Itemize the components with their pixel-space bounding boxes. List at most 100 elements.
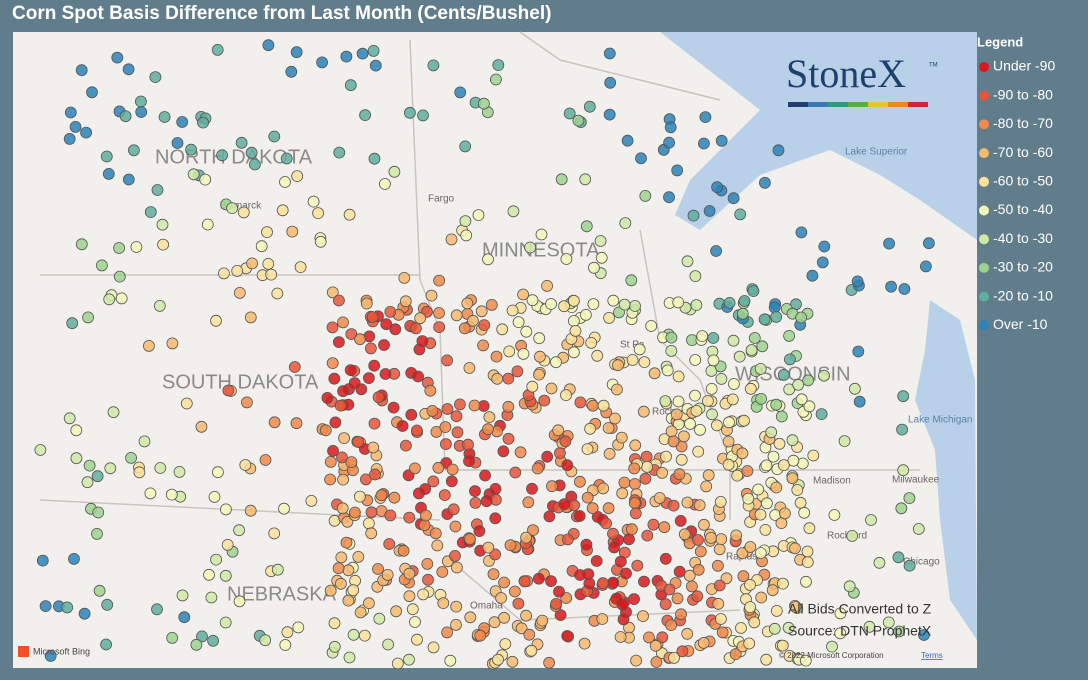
bid-dot <box>439 421 452 434</box>
bid-dot <box>628 593 640 605</box>
bid-dot <box>217 267 230 280</box>
bid-dot <box>337 473 350 486</box>
bid-dot <box>643 631 655 644</box>
bid-dot <box>786 434 799 447</box>
attribution: Microsoft Bing <box>33 646 90 656</box>
legend-swatch <box>979 234 989 245</box>
bid-dot <box>702 469 715 482</box>
bid-dot <box>563 107 576 120</box>
bid-dot <box>664 121 677 134</box>
bid-dot <box>583 577 596 590</box>
bid-dot <box>674 515 687 527</box>
bid-dot <box>531 462 544 475</box>
bid-dot <box>568 499 580 512</box>
bid-dot <box>671 592 684 605</box>
bid-dot <box>362 517 375 530</box>
bid-dot <box>429 527 442 540</box>
bid-dot <box>815 408 828 421</box>
bid-dot <box>692 445 705 458</box>
bid-dot <box>474 629 487 642</box>
bid-dot <box>464 533 476 546</box>
bid-dot <box>473 525 486 537</box>
bid-dot <box>352 551 365 563</box>
bid-dot <box>290 417 303 430</box>
place-label: Fargo <box>428 194 455 205</box>
bid-dot <box>665 619 677 631</box>
bid-dot <box>714 495 727 508</box>
place-label: Milwaukee <box>892 475 940 486</box>
legend-swatch <box>979 291 989 302</box>
bid-dot <box>149 71 162 83</box>
bid-dot <box>197 116 209 129</box>
bid-dot <box>691 590 704 603</box>
bid-dot <box>144 487 157 500</box>
legend-label: -20 to -10 <box>993 287 1053 303</box>
bid-dot <box>618 298 631 311</box>
bid-dot <box>639 189 652 202</box>
bid-dot <box>903 559 916 572</box>
bid-dot <box>210 553 223 566</box>
bid-dot <box>327 444 339 457</box>
bid-dot <box>893 625 905 638</box>
bid-dot <box>672 296 685 309</box>
bid-dot <box>477 339 490 352</box>
bid-dot <box>807 449 820 462</box>
bid-dot <box>460 229 473 242</box>
bid-dot <box>690 299 703 312</box>
bid-dot <box>469 485 481 498</box>
bid-dot <box>441 354 454 367</box>
bid-dot <box>502 400 515 413</box>
bid-dot <box>340 536 353 549</box>
bid-dot <box>469 496 482 509</box>
bid-dot <box>344 364 357 377</box>
bid-dot <box>425 289 438 302</box>
bid-dot <box>512 597 525 610</box>
bid-dot <box>896 423 908 436</box>
bid-dot <box>239 459 252 471</box>
bid-dot <box>334 399 347 412</box>
bid-dot <box>381 569 394 581</box>
bid-dot <box>744 541 757 553</box>
bid-dot <box>602 422 615 434</box>
bid-dot <box>288 361 301 373</box>
bid-dot <box>612 359 624 372</box>
bid-dot <box>673 565 686 578</box>
legend-swatch <box>979 262 989 273</box>
bid-dot <box>694 423 706 436</box>
bid-dot <box>802 374 815 387</box>
bid-dot <box>138 435 151 448</box>
bid-dot <box>166 632 179 644</box>
bid-dot <box>405 408 418 421</box>
bid-dot <box>604 76 617 89</box>
bid-dot <box>91 470 104 483</box>
bid-dot <box>693 499 706 512</box>
bid-dot <box>713 579 726 592</box>
bid-dot <box>362 372 375 385</box>
bid-dot <box>100 638 112 651</box>
bid-dot <box>430 425 443 438</box>
bid-dot <box>107 406 120 419</box>
bid-dot <box>115 292 128 305</box>
bid-dot <box>671 164 684 177</box>
bid-dot <box>777 368 790 381</box>
bid-dot <box>603 311 615 324</box>
bid-dot <box>483 411 496 424</box>
bid-dot <box>852 345 865 358</box>
bid-dot <box>883 237 895 250</box>
bid-dot <box>736 447 749 460</box>
bid-dot <box>573 510 586 522</box>
bid-dot <box>641 529 654 542</box>
bid-dot <box>379 368 392 380</box>
bid-dot <box>903 492 916 505</box>
bid-dot <box>359 473 372 486</box>
bid-dot <box>337 385 350 398</box>
bid-dot <box>637 405 650 418</box>
terms-link[interactable]: Terms <box>921 651 943 660</box>
legend-title: Legend <box>977 34 1023 49</box>
bid-dot <box>700 480 713 493</box>
bid-dot <box>661 364 674 377</box>
bid-dot <box>39 600 52 612</box>
bid-dot <box>354 333 366 346</box>
bid-dot <box>756 340 769 353</box>
